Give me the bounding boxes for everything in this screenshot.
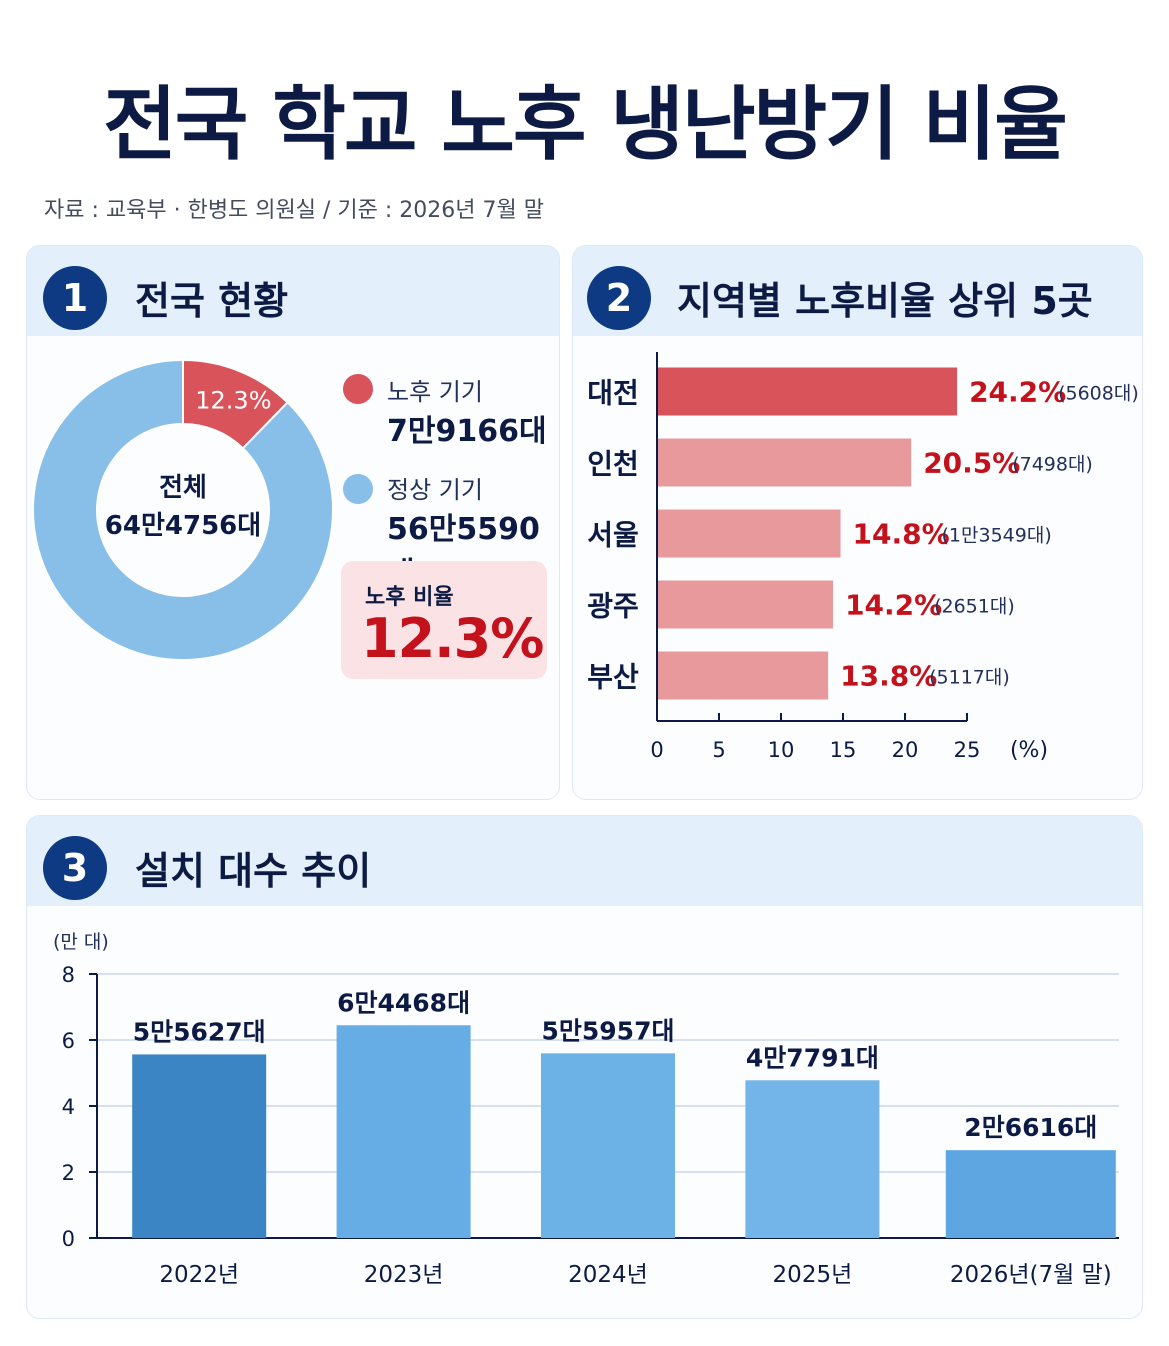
- ratio-value: 12.3%: [361, 607, 544, 670]
- y-tick-label: 4: [62, 1095, 75, 1119]
- x-tick-label: 10: [768, 738, 795, 762]
- y-tick-label: 0: [62, 1227, 75, 1251]
- count-label: (5608대): [1058, 383, 1139, 405]
- count-label: (5117대): [929, 667, 1010, 689]
- category-label: 대전: [587, 377, 639, 410]
- bar: [132, 1054, 267, 1238]
- x-tick-label: 5: [712, 738, 725, 762]
- x-tick-label: 2026년(7월 말): [950, 1262, 1112, 1288]
- x-tick-label: 2023년: [364, 1262, 444, 1288]
- legend-label-normal: 정상 기기: [387, 476, 483, 504]
- region-bar-chart: 대전 24.2%(5608대) 인천 20.5%(7498대) 서울 14.8%(1만35…: [587, 352, 1139, 763]
- legend-value-old: 7만9166대: [387, 414, 547, 449]
- x-tick-label: 2025년: [773, 1262, 853, 1288]
- panel-overview: 1 전국 현황 12.3% 전체 64만4756대 노후 기기 7만9166대 정상…: [26, 245, 560, 800]
- category-label: 광주: [587, 590, 639, 623]
- x-axis-unit: (%): [1010, 738, 1048, 763]
- bar: [745, 1080, 880, 1238]
- donut-slice: [32, 358, 334, 661]
- value-label: 2만6616대: [964, 1113, 1097, 1142]
- section-number: 3: [43, 836, 107, 900]
- legend-dot-normal: [343, 474, 373, 504]
- panel-header: 1 전국 현황: [27, 246, 559, 336]
- donut-center-label: 전체: [159, 473, 207, 503]
- bar: [657, 651, 829, 700]
- count-label: (2651대): [934, 596, 1015, 618]
- donut-chart: 12.3% 전체 64만4756대: [32, 358, 334, 661]
- x-tick-label: 2024년: [568, 1262, 648, 1288]
- x-tick-label: 25: [954, 738, 981, 762]
- donut-center-value: 64만4756대: [105, 511, 261, 541]
- legend-label-old: 노후 기기: [387, 378, 483, 406]
- bar: [945, 1150, 1116, 1238]
- section-title: 전국 현황: [135, 279, 289, 323]
- x-tick-label: 15: [830, 738, 857, 762]
- bar: [336, 1025, 471, 1238]
- value-label: 14.2%: [845, 589, 942, 622]
- value-label: 5만5627대: [133, 1017, 266, 1046]
- value-label: 4만7791대: [746, 1043, 879, 1072]
- bar: [657, 438, 912, 487]
- count-label: (7498대): [1012, 454, 1093, 476]
- ratio-label: 노후 비율: [365, 585, 454, 610]
- category-label: 인천: [587, 448, 639, 481]
- category-label: 서울: [587, 519, 639, 552]
- panel-regions: 2 지역별 노후비율 상위 5곳 대전 24.2% (5608대) 인천 20.5% (7…: [572, 245, 1143, 800]
- value-label: 5만5957대: [542, 1016, 675, 1045]
- value-label: 20.5%: [923, 447, 1020, 480]
- count-label: (1만3549대): [942, 525, 1052, 547]
- category-label: 부산: [587, 661, 639, 694]
- y-tick-label: 6: [62, 1029, 75, 1053]
- slice-label: 12.3%: [195, 387, 271, 415]
- y-tick-label: 2: [62, 1161, 75, 1185]
- section-number: 1: [43, 266, 107, 330]
- panel-header: 2 지역별 노후비율 상위 5곳: [573, 246, 1142, 336]
- ratio-box: 노후 비율 12.3%: [341, 561, 547, 679]
- value-label: 24.2%: [969, 376, 1066, 409]
- x-tick-label: 0: [650, 738, 663, 762]
- trend-bar-chart: (만 대) 0 2 4 6 8 5만5627대 2022년 6만4468대 2023년 5만5957…: [53, 931, 1119, 1288]
- section-number: 2: [587, 266, 651, 330]
- bar: [541, 1053, 675, 1238]
- page-title: 전국 학교 노후 냉난방기 비율: [103, 78, 1068, 171]
- source-note: 자료 : 교육부 · 한병도 의원실 / 기준 : 2026년 7월 말: [44, 198, 544, 223]
- panel-header: 3 설치 대수 추이: [27, 816, 1142, 906]
- bar: [657, 367, 958, 416]
- section-title: 설치 대수 추이: [135, 849, 372, 893]
- x-tick-label: 20: [892, 738, 919, 762]
- value-label: 13.8%: [840, 660, 937, 693]
- bar: [657, 580, 834, 629]
- x-tick-label: 2022년: [159, 1262, 239, 1288]
- value-label: 14.8%: [853, 518, 950, 551]
- y-tick-label: 8: [62, 963, 75, 987]
- y-axis-unit: (만 대): [53, 931, 109, 953]
- legend-dot-old: [343, 374, 373, 404]
- bar: [657, 509, 841, 558]
- section-title: 지역별 노후비율 상위 5곳: [677, 279, 1093, 323]
- value-label: 6만4468대: [337, 988, 470, 1017]
- panel-trend: 3 설치 대수 추이 (만 대) 0 2 4 6 8 5만5627대 2022년 6만4468대…: [26, 815, 1143, 1319]
